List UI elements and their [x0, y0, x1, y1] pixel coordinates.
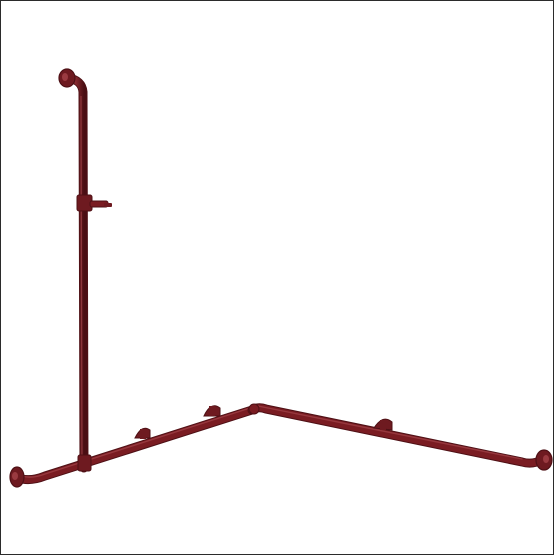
wall-flange-top: [58, 68, 76, 88]
wall-flange-support-3: [373, 418, 393, 431]
shower-slider-holder: [76, 194, 112, 212]
wall-flange-support-2: [203, 405, 221, 417]
corner-joint: [248, 403, 260, 415]
horizontal-bar-right: [247, 403, 547, 468]
horizontal-bar-left: [13, 405, 257, 485]
wall-flange-support-1: [134, 427, 151, 439]
rail-bar-junction: [77, 454, 92, 472]
vertical-shower-rail: [63, 73, 89, 473]
wall-flange-right-end: [535, 449, 553, 471]
wall-flange-left-end: [9, 466, 25, 488]
